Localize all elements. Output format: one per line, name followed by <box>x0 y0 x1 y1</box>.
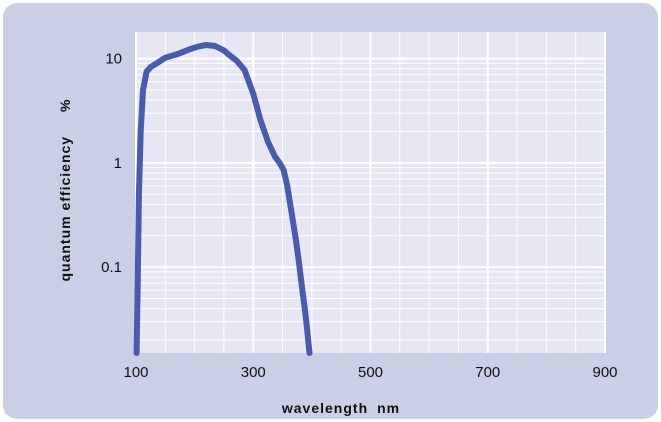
y-axis-title: quantum efficiency% <box>57 98 73 281</box>
y-tick-label: 0.1 <box>101 259 122 276</box>
x-axis-title: wavelength nm <box>281 400 400 416</box>
efficiency-curve <box>133 42 313 356</box>
x-tick-label: 100 <box>123 364 148 381</box>
x-tick-labels: 100 300 500 700 900 <box>123 364 617 381</box>
x-tick-label: 700 <box>475 364 500 381</box>
y-tick-labels: 0.1 1 10 <box>101 51 122 276</box>
x-tick-label: 500 <box>358 364 383 381</box>
x-tick-label: 900 <box>592 364 617 381</box>
y-tick-label: 10 <box>105 51 122 68</box>
grid <box>135 32 606 353</box>
y-tick-label: 1 <box>114 155 122 172</box>
x-tick-label: 300 <box>241 364 266 381</box>
